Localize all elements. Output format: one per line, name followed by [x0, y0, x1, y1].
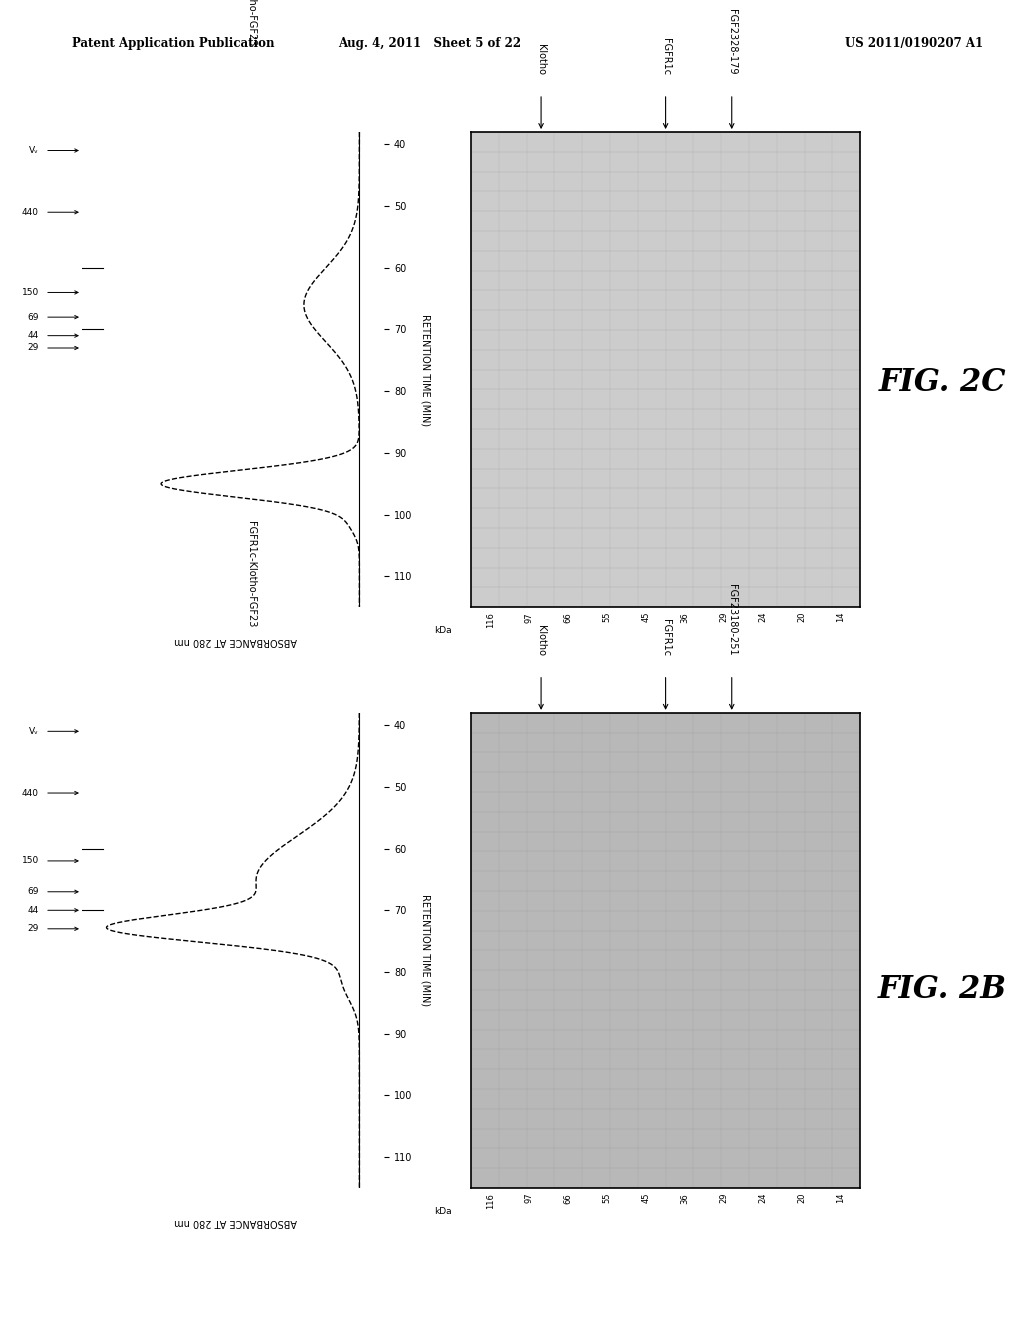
Text: Vᵥ: Vᵥ	[29, 727, 39, 735]
Text: RETENTION TIME (MIN): RETENTION TIME (MIN)	[421, 895, 431, 1006]
Text: 55: 55	[603, 612, 611, 623]
Text: kDa: kDa	[434, 626, 452, 635]
Text: FGF2328-179: FGF2328-179	[727, 9, 736, 75]
Text: 66: 66	[564, 612, 572, 623]
Text: Patent Application Publication: Patent Application Publication	[72, 37, 274, 50]
Text: 20: 20	[798, 1193, 806, 1204]
Text: 44: 44	[28, 331, 39, 341]
Text: 440: 440	[22, 788, 39, 797]
Text: ABSORBANCE AT 280 nm: ABSORBANCE AT 280 nm	[174, 1217, 297, 1226]
Text: FGFR1c: FGFR1c	[660, 38, 671, 75]
Text: US 2011/0190207 A1: US 2011/0190207 A1	[845, 37, 983, 50]
Text: 14: 14	[837, 612, 845, 623]
Text: RETENTION TIME (MIN): RETENTION TIME (MIN)	[421, 314, 431, 425]
Text: 29: 29	[720, 1193, 728, 1204]
Text: 66: 66	[564, 1193, 572, 1204]
Text: Klotho: Klotho	[537, 624, 546, 656]
Text: 36: 36	[681, 1193, 689, 1204]
Text: 440: 440	[22, 207, 39, 216]
Text: 29: 29	[28, 924, 39, 933]
Text: Aug. 4, 2011   Sheet 5 of 22: Aug. 4, 2011 Sheet 5 of 22	[339, 37, 521, 50]
Text: 29: 29	[720, 612, 728, 623]
Text: kDa: kDa	[434, 1206, 452, 1216]
Text: 150: 150	[22, 288, 39, 297]
Text: 36: 36	[681, 612, 689, 623]
Text: Vᵥ: Vᵥ	[29, 147, 39, 154]
Text: FGFR1c-Klotho-FGF23: FGFR1c-Klotho-FGF23	[246, 521, 256, 627]
Text: 69: 69	[28, 313, 39, 322]
Text: 116: 116	[486, 1193, 495, 1209]
Text: FIG. 2C: FIG. 2C	[879, 367, 1006, 399]
Text: Klotho: Klotho	[537, 44, 546, 75]
Text: 14: 14	[837, 1193, 845, 1204]
Text: FIG. 2B: FIG. 2B	[878, 974, 1007, 1006]
Text: 20: 20	[798, 612, 806, 623]
Text: 55: 55	[603, 1193, 611, 1204]
Text: FGFR1c-Klotho-FGF23: FGFR1c-Klotho-FGF23	[246, 0, 256, 46]
Text: FGF23180-251: FGF23180-251	[727, 585, 736, 656]
Text: 44: 44	[28, 906, 39, 915]
Text: 45: 45	[642, 1193, 650, 1204]
Text: FGFR1c: FGFR1c	[660, 619, 671, 656]
Text: 116: 116	[486, 612, 495, 628]
Text: 97: 97	[525, 1193, 534, 1204]
Text: ABSORBANCE AT 280 nm: ABSORBANCE AT 280 nm	[174, 636, 297, 645]
Text: 24: 24	[759, 612, 767, 623]
Text: 150: 150	[22, 857, 39, 866]
Text: 97: 97	[525, 612, 534, 623]
Text: 45: 45	[642, 612, 650, 623]
Text: 69: 69	[28, 887, 39, 896]
Text: 29: 29	[28, 343, 39, 352]
Text: 24: 24	[759, 1193, 767, 1204]
